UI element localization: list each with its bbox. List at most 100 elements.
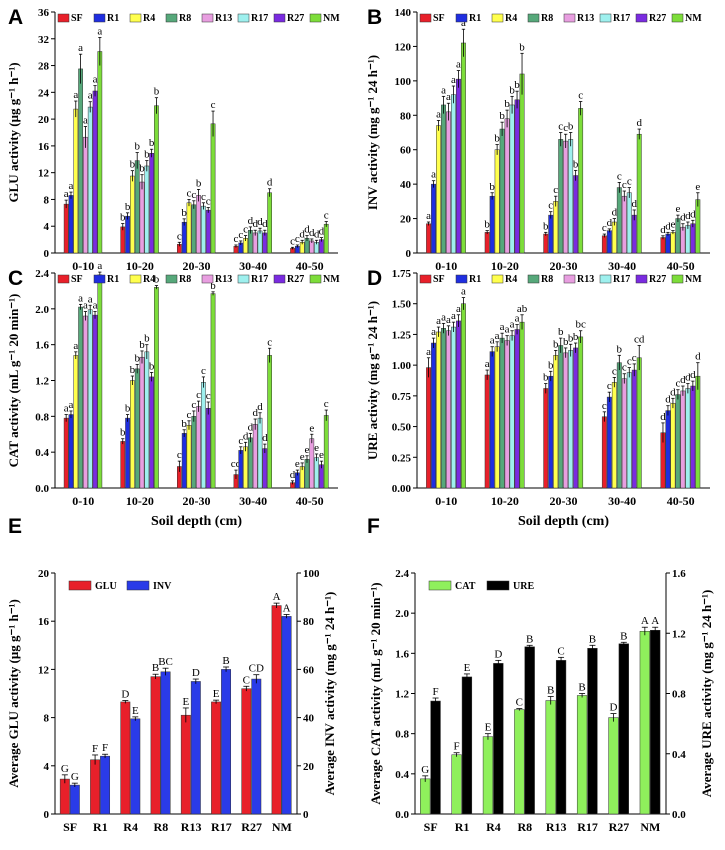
x-tick-label: R1 xyxy=(455,820,470,834)
bar-r27 xyxy=(631,214,637,254)
bar-r13 xyxy=(139,181,145,254)
bar-nm xyxy=(460,303,466,489)
significance-letter: D xyxy=(494,648,502,660)
significance-letter: d xyxy=(680,374,686,386)
bar-r1 xyxy=(125,417,130,489)
significance-letter: d xyxy=(319,226,325,238)
y-tick-label: 0 xyxy=(406,248,412,260)
significance-letter: d xyxy=(665,394,671,406)
y-tick-label: 80 xyxy=(400,110,412,122)
legend-swatch xyxy=(68,580,92,591)
y-tick-label: 1.75 xyxy=(392,268,412,280)
bar-r1 xyxy=(489,195,495,254)
significance-letter: c xyxy=(675,378,680,390)
y-tick-label: 100 xyxy=(395,76,412,88)
significance-letter: d xyxy=(660,224,666,236)
legend-swatch xyxy=(165,274,178,284)
significance-letter: d xyxy=(248,215,254,227)
bar-nm xyxy=(636,357,642,489)
bar-r8 xyxy=(248,229,253,254)
legend-label: NM xyxy=(323,274,340,285)
panel-b: B 0 20 40 60 80 100 120 140 INV activity (mg g⁻¹ … xyxy=(365,6,710,273)
significance-letter: e xyxy=(305,444,310,456)
panel-f: F 0.0 0.4 0.8 1.2 1.6 2.0 2.4 Average CAT activi… xyxy=(367,515,714,834)
legend-label: R27 xyxy=(649,13,666,24)
x-tick-label: R17 xyxy=(577,820,598,834)
y-tick-label: 0 xyxy=(44,248,50,260)
significance-letter: a xyxy=(456,303,461,315)
significance-letter: F xyxy=(454,741,460,753)
significance-letter: a xyxy=(73,89,78,101)
significance-letter: b xyxy=(134,352,140,364)
legend-swatch xyxy=(201,274,214,284)
bar-r27 xyxy=(149,153,154,254)
significance-letter: a xyxy=(456,59,461,71)
legend-swatch xyxy=(419,13,432,23)
y2-tick-label: 0.4 xyxy=(672,749,686,761)
significance-letter: c xyxy=(177,230,182,242)
y2-tick-label: 40 xyxy=(303,713,315,725)
significance-letter: b xyxy=(144,333,150,345)
legend-swatch xyxy=(57,274,70,284)
significance-letter: b xyxy=(130,364,136,376)
y-axis-label: CAT activity (mL g⁻¹ 20 min⁻¹) xyxy=(6,294,21,468)
bar-r27 xyxy=(573,347,579,489)
significance-letter: d xyxy=(695,351,701,363)
significance-letter: d xyxy=(248,421,254,433)
legend-swatch xyxy=(527,13,540,23)
bar-r1 xyxy=(238,450,244,489)
legend-swatch xyxy=(309,274,322,284)
y-tick-label: 0.8 xyxy=(395,729,409,741)
bar-cat xyxy=(482,736,494,815)
bar-r13 xyxy=(446,330,451,489)
significance-letter: d xyxy=(290,469,296,481)
significance-letter: B xyxy=(222,655,229,667)
legend-label: R1 xyxy=(469,274,481,285)
legend-label: SF xyxy=(71,274,83,285)
panel-letter: B xyxy=(367,6,382,29)
significance-letter: a xyxy=(441,84,446,96)
bar-r4 xyxy=(670,402,676,489)
significance-letter: b xyxy=(125,201,131,213)
legend-label: R27 xyxy=(287,13,304,24)
x-tick-label: R13 xyxy=(546,820,567,834)
significance-letter: a xyxy=(426,210,431,222)
significance-letter: c xyxy=(558,121,563,133)
y-tick-label: 4 xyxy=(44,761,50,773)
bar-glu xyxy=(90,759,101,815)
significance-letter: b xyxy=(154,274,160,286)
legend-swatch xyxy=(273,274,286,284)
significance-letter: bc xyxy=(575,319,586,331)
y-tick-label: 0.8 xyxy=(35,411,49,423)
significance-letter: d xyxy=(299,228,305,240)
significance-letter: c xyxy=(622,362,627,374)
bar-sf xyxy=(601,416,607,489)
bar-r4 xyxy=(130,380,135,489)
significance-letter: b xyxy=(149,137,155,149)
significance-letter: e xyxy=(300,451,305,463)
bar-ure xyxy=(555,660,567,815)
x-axis-label: Soil depth (cm) xyxy=(518,514,609,529)
bar-cat xyxy=(576,695,588,815)
bar-cat xyxy=(420,778,431,815)
y2-tick-label: 0.8 xyxy=(672,689,686,701)
significance-letter: c xyxy=(553,184,558,196)
bar-r4 xyxy=(243,446,248,489)
bar-r17 xyxy=(257,417,263,489)
significance-letter: B xyxy=(620,630,627,642)
bar-sf xyxy=(601,235,607,254)
significance-letter: d xyxy=(607,217,613,229)
legend-label: SF xyxy=(433,13,445,24)
bar-r4 xyxy=(73,108,79,254)
significance-letter: d xyxy=(304,224,310,236)
significance-letter: c xyxy=(201,365,206,377)
significance-letter: b xyxy=(543,220,549,232)
y-axis-label: INV activity (mg g⁻¹ 24 h⁻¹) xyxy=(365,55,380,210)
bar-inv xyxy=(130,718,141,815)
legend-swatch xyxy=(599,274,612,284)
y-tick-label: 1.00 xyxy=(392,360,412,372)
significance-letter: d xyxy=(632,198,638,210)
significance-letter: c xyxy=(607,380,612,392)
significance-letter: c xyxy=(234,233,239,245)
